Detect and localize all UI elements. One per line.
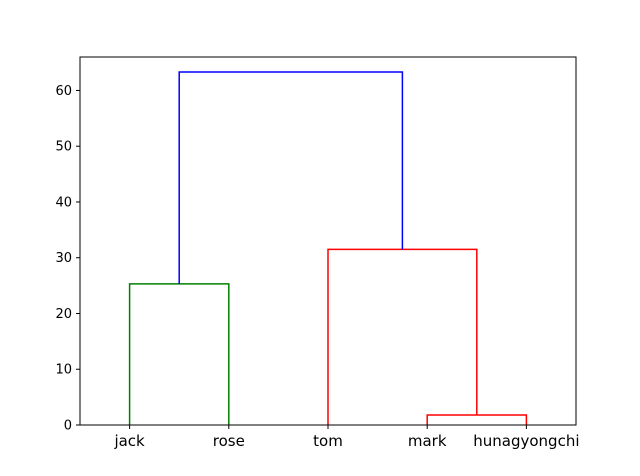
leaf-label-jack: jack [113,432,145,450]
leaf-label-rose: rose [213,432,245,450]
y-tick-label: 0 [64,419,72,434]
y-tick-label: 50 [55,140,72,155]
link-root [178,71,404,284]
y-axis: 0 10 20 30 40 50 60 [55,84,80,434]
y-tick-label: 60 [55,84,72,99]
leaf-label-mark: mark [408,432,447,450]
x-axis: jack rose tom mark hunagyongchi [113,425,580,450]
y-tick-label: 20 [55,307,72,322]
y-tick-label: 40 [55,195,72,210]
leaf-label-hunagyongchi: hunagyongchi [473,432,579,450]
plot-frame [79,56,577,426]
y-tick-label: 30 [55,251,72,266]
leaf-label-tom: tom [313,432,343,450]
dendrogram-links [128,71,528,425]
link-mark-hunagyongchi [426,414,528,425]
y-tick-label: 10 [55,363,72,378]
link-tom-cluster [327,248,478,425]
